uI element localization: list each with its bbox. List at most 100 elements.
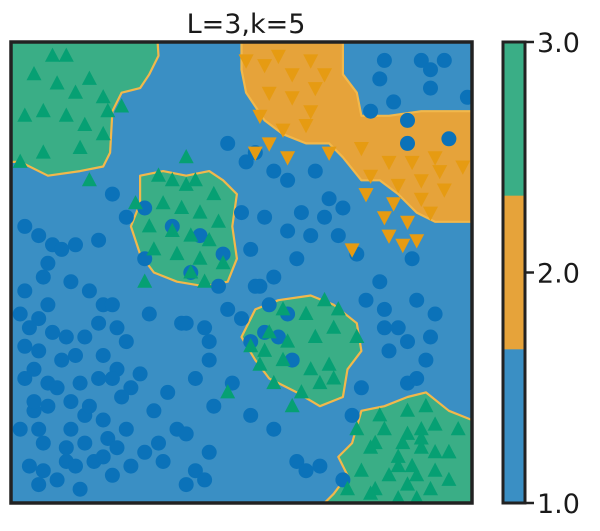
point-class-1-62 <box>95 449 111 465</box>
point-class-3-18 <box>151 167 166 182</box>
point-class-3-40 <box>275 301 291 316</box>
point-class-1-111 <box>220 135 236 151</box>
point-class-1-80 <box>104 297 120 313</box>
point-class-3-20 <box>178 176 194 191</box>
point-class-2-1 <box>257 59 273 74</box>
point-class-2-8 <box>307 82 323 97</box>
point-class-1-20 <box>21 320 37 336</box>
point-class-3-43 <box>330 301 346 316</box>
point-class-2-14 <box>321 146 337 161</box>
point-class-2-17 <box>404 155 420 171</box>
point-class-3-63 <box>400 402 415 417</box>
point-class-3-87 <box>395 434 411 450</box>
point-class-1-64 <box>146 403 162 419</box>
colorbar-segment-2 <box>503 195 525 350</box>
point-class-1-59 <box>31 477 47 493</box>
point-class-3-9 <box>17 107 33 122</box>
point-class-1-143 <box>409 292 425 308</box>
point-class-2-28 <box>376 211 392 226</box>
point-class-3-50 <box>303 361 319 376</box>
point-class-1-152 <box>270 329 286 345</box>
point-class-1-75 <box>104 371 120 386</box>
point-class-2-2 <box>270 49 286 65</box>
point-class-2-5 <box>317 68 332 83</box>
point-class-3-92 <box>413 430 429 445</box>
point-class-2-4 <box>303 54 319 69</box>
plot-area <box>11 42 472 503</box>
point-class-1-21 <box>45 324 60 340</box>
point-class-1-105 <box>289 251 305 267</box>
point-class-1-94 <box>201 352 217 368</box>
point-class-1-26 <box>17 338 33 354</box>
point-class-1-122 <box>441 131 457 147</box>
point-class-3-64 <box>418 397 434 413</box>
point-class-1-116 <box>321 191 337 207</box>
point-class-3-68 <box>450 421 466 436</box>
point-class-1-3 <box>91 232 107 248</box>
point-class-2-33 <box>247 146 263 161</box>
point-class-1-61 <box>72 481 88 497</box>
point-class-1-92 <box>280 223 296 239</box>
point-class-1-23 <box>77 329 93 345</box>
point-class-3-84 <box>367 434 383 450</box>
point-class-1-125 <box>363 103 379 119</box>
point-class-3-15 <box>72 139 88 154</box>
point-class-3-52 <box>266 374 282 390</box>
point-class-3-66 <box>400 425 415 440</box>
point-class-3-57 <box>243 338 259 353</box>
point-class-1-37 <box>91 371 107 386</box>
point-class-2-31 <box>381 229 397 244</box>
point-class-2-21 <box>390 178 406 194</box>
point-class-1-77 <box>160 384 176 400</box>
point-class-1-83 <box>197 320 213 336</box>
point-class-2-35 <box>395 238 411 254</box>
point-class-2-12 <box>261 137 277 152</box>
point-class-1-84 <box>220 301 236 317</box>
point-class-3-51 <box>321 356 337 371</box>
point-class-2-20 <box>363 169 379 184</box>
point-class-1-60 <box>49 472 65 488</box>
point-class-3-54 <box>312 374 328 390</box>
point-class-3-56 <box>326 370 342 385</box>
point-class-2-0 <box>238 54 254 69</box>
point-class-3-46 <box>307 328 323 343</box>
point-class-1-29 <box>68 348 83 363</box>
point-class-1-147 <box>344 407 360 423</box>
point-class-1-126 <box>400 135 415 151</box>
point-class-1-24 <box>91 315 107 331</box>
point-class-1-36 <box>72 375 88 391</box>
point-class-1-51 <box>137 444 153 460</box>
point-class-2-30 <box>423 206 438 221</box>
point-class-1-66 <box>68 458 83 474</box>
point-class-3-17 <box>81 172 97 187</box>
point-class-3-83 <box>340 480 355 496</box>
point-class-3-45 <box>280 333 296 348</box>
point-class-1-157 <box>178 477 194 493</box>
point-class-3-89 <box>390 457 406 473</box>
point-class-3-22 <box>206 185 222 201</box>
point-class-1-74 <box>81 398 97 414</box>
plot-frame <box>9 40 474 505</box>
colorbar-segment-1 <box>503 349 525 504</box>
point-class-3-14 <box>35 144 51 159</box>
point-class-1-121 <box>423 80 438 96</box>
point-class-1-114 <box>280 172 296 188</box>
point-class-3-48 <box>252 356 268 371</box>
point-class-1-46 <box>35 435 51 451</box>
point-class-3-59 <box>220 384 236 399</box>
point-class-1-8 <box>31 228 47 244</box>
point-class-1-0 <box>104 186 120 202</box>
point-class-1-73 <box>58 440 74 456</box>
point-class-1-124 <box>376 52 392 68</box>
point-class-1-28 <box>54 352 70 368</box>
point-class-1-19 <box>31 311 47 327</box>
point-class-1-100 <box>178 315 194 331</box>
point-class-1-142 <box>404 251 420 267</box>
point-class-3-29 <box>183 227 199 242</box>
point-class-1-27 <box>31 343 47 359</box>
point-class-3-32 <box>169 245 185 261</box>
point-class-2-18 <box>427 151 443 166</box>
point-class-1-115 <box>307 163 323 179</box>
point-class-3-12 <box>77 116 93 131</box>
point-class-1-144 <box>423 329 438 345</box>
